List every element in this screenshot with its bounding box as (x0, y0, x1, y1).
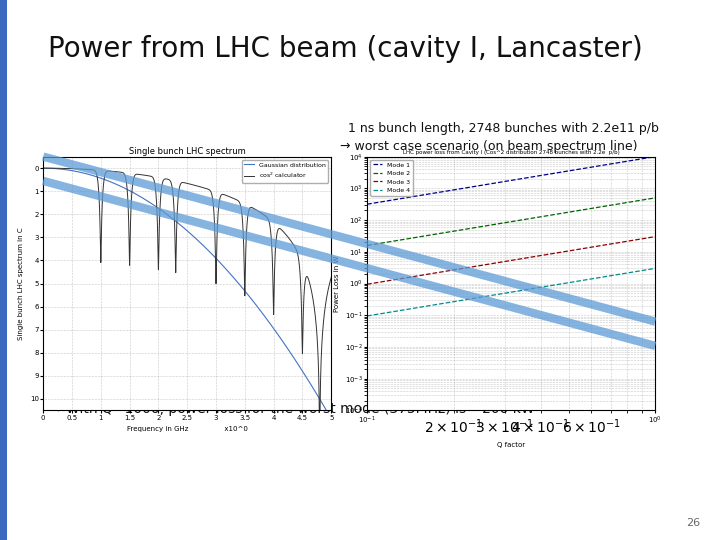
cos$^2$ calculator (327, 274, 336, 281)
Text: 26: 26 (686, 518, 700, 528)
Legend: Mode 1, Mode 2, Mode 3, Mode 4: Mode 1, Mode 2, Mode 3, Mode 4 (370, 160, 413, 195)
Line: cos$^2$ calculator: cos$^2$ calculator (43, 168, 331, 540)
Mode 1 (534, 173, 542, 179)
Mode 4 (534, 285, 543, 291)
Gaussian distribution (327, 415, 336, 422)
Mode 3 (363, 281, 372, 287)
Mode 2 (363, 242, 372, 249)
Mode 4 (363, 313, 372, 319)
X-axis label: Frequency in GHz                x10^0: Frequency in GHz x10^0 (127, 426, 248, 432)
cos$^2$ calculator (149, 176, 158, 183)
Mode 2 (539, 213, 548, 220)
Mode 3 (534, 253, 542, 259)
Mode 3 (364, 281, 372, 287)
Text: → worst case scenario (on beam spectrum line): → worst case scenario (on beam spectrum … (340, 140, 637, 153)
Mode 4 (624, 269, 633, 276)
cos$^2$ calculator (89, 167, 97, 173)
Mode 2 (534, 214, 542, 220)
Line: Gaussian distribution: Gaussian distribution (43, 168, 331, 418)
Text: → With Q=1000, power loss for the worst mode (375MHz) is ~200 kW: → With Q=1000, power loss for the worst … (50, 402, 535, 416)
Gaussian distribution (89, 172, 97, 179)
Text: Power from LHC beam (cavity I, Lancaster): Power from LHC beam (cavity I, Lancaster… (48, 35, 643, 63)
Mode 2 (606, 202, 614, 208)
Mode 4 (606, 273, 614, 279)
Gaussian distribution (149, 202, 158, 208)
Mode 1 (364, 201, 372, 207)
Mode 3 (534, 253, 543, 259)
Line: Mode 2: Mode 2 (367, 198, 655, 246)
cos$^2$ calculator (72, 166, 81, 172)
Mode 4 (534, 285, 542, 291)
Title: LHC power loss from Cavity I (Cos^2 distribution 2748 bunches with 2.2e  p/b): LHC power loss from Cavity I (Cos^2 dist… (402, 150, 620, 155)
Mode 1 (539, 172, 548, 178)
cos$^2$ calculator (321, 301, 330, 307)
cos$^2$ calculator (290, 243, 299, 249)
Line: Mode 3: Mode 3 (367, 237, 655, 284)
Title: Single bunch LHC spectrum: Single bunch LHC spectrum (129, 147, 246, 156)
Mode 4 (364, 313, 372, 319)
cos$^2$ calculator (162, 176, 171, 182)
Mode 2 (624, 199, 633, 206)
Mode 1 (534, 173, 543, 179)
Mode 3 (539, 252, 548, 258)
Gaussian distribution (321, 406, 330, 412)
Gaussian distribution (162, 211, 171, 217)
Gaussian distribution (72, 168, 81, 174)
Y-axis label: Power Loss in W: Power Loss in W (333, 255, 340, 312)
Mode 2 (364, 242, 372, 248)
Mode 4 (651, 265, 660, 272)
Line: Mode 4: Mode 4 (367, 268, 655, 316)
Y-axis label: Single bunch LHC spectrum in C: Single bunch LHC spectrum in C (19, 227, 24, 340)
X-axis label: Q factor: Q factor (497, 442, 526, 448)
Mode 3 (606, 241, 614, 247)
Gaussian distribution (290, 356, 299, 362)
Mode 1 (624, 158, 633, 164)
Mode 1 (363, 201, 372, 207)
Mode 2 (534, 214, 543, 220)
Mode 1 (651, 153, 660, 160)
Legend: Gaussian distribution, cos$^2$ calculator: Gaussian distribution, cos$^2$ calculato… (242, 160, 328, 183)
Bar (0, 0, 7, 540)
Text: 1 ns bunch length, 2748 bunches with 2.2e11 p/b: 1 ns bunch length, 2748 bunches with 2.2… (348, 122, 659, 135)
Gaussian distribution (39, 165, 48, 171)
Mode 3 (651, 233, 660, 240)
Mode 4 (539, 284, 548, 290)
Mode 3 (624, 238, 633, 244)
cos$^2$ calculator (39, 165, 48, 171)
Line: Mode 1: Mode 1 (367, 157, 655, 204)
Mode 2 (651, 194, 660, 201)
Mode 1 (606, 161, 614, 167)
